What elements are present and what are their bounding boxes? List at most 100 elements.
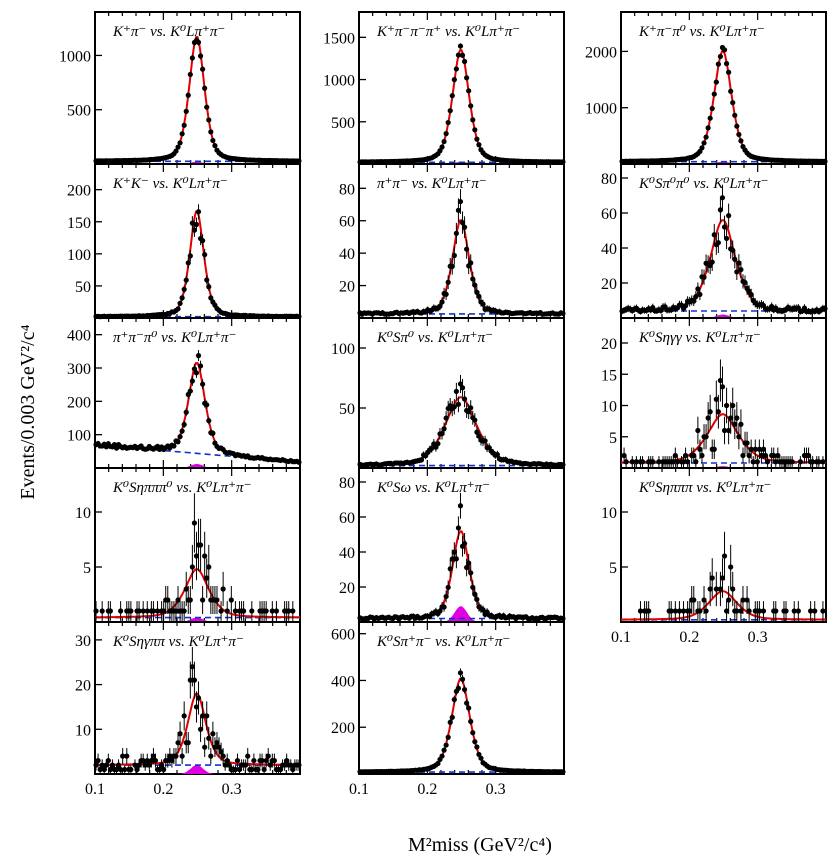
data-point	[204, 575, 210, 581]
y-axis-label: Events/0.003 GeV²/c⁴	[17, 324, 39, 499]
data-point	[756, 446, 762, 452]
y-tick-label: 60	[339, 510, 355, 527]
data-point	[820, 608, 826, 614]
y-tick-label: 1500	[323, 30, 355, 47]
data-point	[193, 370, 200, 376]
data-point	[451, 77, 457, 83]
data-point	[195, 695, 202, 701]
data-point	[175, 306, 181, 312]
data-point	[447, 566, 453, 572]
data-point	[472, 417, 478, 423]
data-point	[812, 608, 818, 614]
data-point	[715, 409, 721, 415]
fit-curve	[359, 219, 564, 315]
data-point	[668, 608, 674, 614]
data-point	[773, 608, 779, 614]
panel-0-0: 500 1000 K⁺π⁻ vs. K⁰Lπ⁺π⁻	[59, 11, 302, 165]
data-point	[273, 608, 280, 614]
panel-2-2: 5 10 15 20 K⁰Sηγγ vs. K⁰Lπ⁺π⁻	[601, 317, 827, 469]
data-point	[713, 396, 719, 402]
data-point	[445, 279, 451, 285]
y-tick-label: 200	[67, 183, 91, 200]
fit-curve	[621, 590, 826, 621]
data-point	[146, 762, 152, 768]
data-point	[470, 117, 476, 123]
data-point	[709, 575, 715, 581]
data-point	[179, 428, 185, 434]
data-point	[118, 608, 124, 614]
data-point	[185, 740, 191, 746]
data-point	[451, 549, 457, 555]
data-point	[210, 731, 216, 737]
data-point	[816, 459, 822, 465]
data-point	[746, 452, 752, 459]
data-point	[633, 459, 639, 465]
panel-2-3: 5 10 0.1 0.2 0.3 K⁰Sηπππ vs. K⁰Lπ⁺π⁻	[601, 467, 827, 646]
data-point	[263, 608, 269, 614]
data-point	[474, 289, 480, 295]
data-point	[461, 540, 468, 547]
panel-frame	[358, 621, 565, 775]
data-point	[451, 696, 457, 703]
data-point	[200, 66, 206, 72]
data-point	[713, 586, 719, 592]
data-point	[169, 757, 175, 764]
data-point	[165, 597, 171, 603]
data-point	[171, 443, 177, 449]
data-point	[124, 753, 130, 759]
data-point	[218, 608, 224, 614]
data-point	[560, 462, 566, 468]
fit-curve	[621, 413, 826, 464]
y-tick-label: 5	[609, 430, 617, 447]
data-point	[464, 75, 470, 81]
data-point	[191, 227, 198, 233]
y-tick-label: 2000	[585, 44, 617, 61]
data-point	[810, 459, 816, 465]
data-point	[150, 608, 157, 614]
data-point	[732, 112, 738, 118]
y-tick-label: 20	[601, 276, 617, 293]
data-point	[435, 441, 441, 447]
data-point	[271, 757, 277, 764]
peaking-background-area	[177, 765, 218, 774]
data-point	[277, 766, 284, 773]
y-tick-label: 200	[331, 720, 355, 737]
data-point	[691, 298, 697, 304]
panel-label: K⁰Sηγππ vs. K⁰Lπ⁺π⁻	[112, 634, 244, 650]
data-point	[243, 762, 249, 768]
data-point	[161, 766, 167, 773]
data-point	[736, 434, 742, 440]
data-point	[695, 427, 701, 434]
data-point	[717, 207, 724, 213]
data-point	[715, 61, 721, 67]
peaking-background-area	[441, 606, 482, 622]
panel-1-0: 500 1000 1500 K⁺π⁻π⁻π⁺ vs. K⁰Lπ⁺π⁻	[323, 11, 566, 165]
data-point	[296, 158, 302, 164]
data-point	[218, 749, 224, 755]
data-point	[820, 459, 826, 465]
data-point	[468, 405, 474, 411]
data-point	[672, 608, 678, 614]
y-tick-label: 20	[601, 336, 617, 353]
data-point	[101, 766, 107, 773]
data-point	[457, 381, 464, 387]
data-point	[202, 553, 208, 559]
x-tick-label: 0.2	[417, 781, 437, 798]
data-point	[185, 260, 191, 266]
data-point	[175, 144, 181, 150]
data-point	[290, 766, 296, 773]
data-point	[656, 459, 662, 465]
data-point	[697, 446, 703, 452]
data-point	[478, 755, 484, 761]
data-point	[208, 295, 214, 301]
data-point	[472, 591, 478, 597]
data-point	[453, 388, 459, 395]
data-point	[750, 459, 756, 465]
data-point	[418, 457, 425, 463]
data-point	[265, 753, 271, 759]
data-point	[721, 427, 728, 434]
data-point	[623, 459, 629, 465]
data-point	[109, 762, 116, 768]
data-point	[167, 753, 173, 759]
data-point	[195, 353, 202, 359]
